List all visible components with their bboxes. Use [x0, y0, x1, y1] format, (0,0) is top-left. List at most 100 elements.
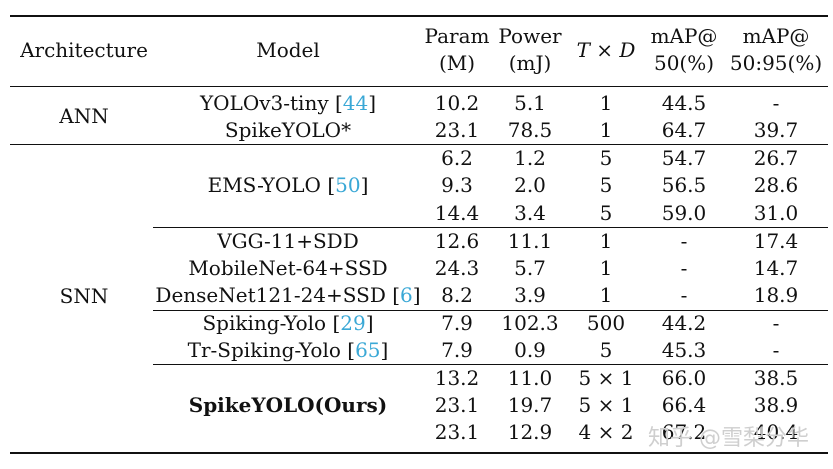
cell-param: 6.2 [441, 146, 473, 170]
header-model: Model [256, 38, 320, 62]
cell-power: 3.4 [514, 201, 546, 225]
cite-bracket: [ [334, 91, 343, 115]
cell-m50: 67.2 [661, 420, 707, 444]
cell-param: 23.1 [434, 118, 480, 142]
cite-bracket: [ [327, 173, 336, 197]
cell-m50: 45.3 [661, 338, 707, 362]
cell-m5095: - [772, 338, 780, 362]
model-cell: Spiking-Yolo [29] [202, 311, 373, 335]
header-param-2: (M) [438, 51, 476, 75]
cell-td: 5 [599, 173, 613, 197]
model-name: VGG-11+SDD [217, 229, 359, 253]
cell-td: 1 [599, 91, 613, 115]
cell-param: 13.2 [434, 366, 480, 390]
cell-m50: 56.5 [661, 173, 707, 197]
citation-link[interactable]: 29 [340, 311, 366, 335]
cell-power: 5.7 [514, 256, 546, 280]
cell-power: 102.3 [501, 311, 559, 335]
cell-param: 10.2 [434, 91, 480, 115]
citation-link[interactable]: 44 [342, 91, 369, 115]
cell-td: 4 × 2 [578, 420, 634, 444]
cell-td: 5 [599, 201, 613, 225]
model-name: DenseNet121-24+SSD [155, 283, 393, 307]
cite-bracket: [ [332, 311, 341, 335]
cell-param: 8.2 [441, 283, 473, 307]
model-cell: MobileNet-64+SSD [188, 256, 387, 280]
cell-param: 7.9 [441, 338, 473, 362]
cell-param: 14.4 [434, 201, 480, 225]
cell-power: 2.0 [514, 173, 546, 197]
cell-m50: - [680, 256, 688, 280]
snn-rule-3 [153, 364, 828, 365]
cell-m5095: 18.9 [753, 283, 799, 307]
cell-power: 11.0 [507, 366, 553, 390]
cell-td: 5 [599, 146, 613, 170]
cite-bracket: [ [347, 338, 356, 362]
model-cell: VGG-11+SDD [217, 229, 359, 253]
bottom-rule [10, 452, 828, 454]
cell-m50: 44.2 [661, 311, 707, 335]
cite-bracket: ] [365, 311, 374, 335]
cell-m50: 66.0 [661, 366, 707, 390]
model-name: Spiking-Yolo [202, 311, 333, 335]
model-name: Tr-Spiking-Yolo [187, 338, 348, 362]
watermark: 知乎 @雪梨分华 [648, 426, 809, 451]
header-map5095-2: 50:95(%) [729, 51, 823, 75]
cell-power: 11.1 [507, 229, 553, 253]
model-cell: SpikeYOLO(Ours) [189, 393, 387, 417]
cell-m50: 59.0 [661, 201, 707, 225]
header-map50-2: 50(%) [653, 51, 715, 75]
cite-bracket: ] [360, 173, 369, 197]
ann-snn-rule [10, 144, 828, 145]
cell-m50: - [680, 229, 688, 253]
model-cell: EMS-YOLO [50] [208, 173, 369, 197]
cell-param: 9.3 [441, 173, 473, 197]
cell-td: 5 × 1 [578, 366, 634, 390]
group-ann: ANN [59, 104, 109, 128]
citation-link[interactable]: 50 [335, 173, 361, 197]
cell-m50: - [680, 283, 688, 307]
model-name: SpikeYOLO* [224, 118, 352, 142]
header-map5095-1: mAP@ [742, 24, 810, 48]
cell-power: 0.9 [514, 338, 546, 362]
cell-power: 3.9 [514, 283, 546, 307]
header-power-1: Power [498, 24, 562, 48]
cell-m50: 44.5 [661, 91, 707, 115]
citation-link[interactable]: 6 [400, 283, 413, 307]
cell-param: 7.9 [441, 311, 473, 335]
model-cell: Tr-Spiking-Yolo [65] [188, 338, 389, 362]
header-power-2: (mJ) [508, 51, 552, 75]
cell-param: 23.1 [434, 393, 480, 417]
cell-m5095: 31.0 [753, 201, 799, 225]
model-name: MobileNet-64+SSD [188, 256, 388, 280]
cell-m5095: - [772, 311, 780, 335]
header-txd: T × D [576, 38, 636, 62]
cell-m5095: 38.9 [753, 393, 799, 417]
model-cell: DenseNet121-24+SSD [6] [155, 283, 420, 307]
header-rule [10, 86, 828, 87]
citation-link[interactable]: 65 [355, 338, 381, 362]
cell-td: 5 × 1 [578, 393, 634, 417]
cell-m5095: 38.5 [753, 366, 799, 390]
cell-m5095: 39.7 [753, 118, 799, 142]
cell-m5095: 26.7 [753, 146, 799, 170]
cell-m5095: 14.7 [753, 256, 799, 280]
cell-m5095: 28.6 [753, 173, 799, 197]
cell-td: 1 [599, 256, 613, 280]
cite-bracket: ] [368, 91, 377, 115]
model-name: SpikeYOLO(Ours) [188, 393, 388, 417]
cell-m5095: - [772, 91, 780, 115]
model-cell: SpikeYOLO* [225, 118, 351, 142]
model-cell: YOLOv3-tiny [44] [200, 91, 376, 115]
cell-m5095: 17.4 [753, 229, 799, 253]
cite-bracket: [ [392, 283, 401, 307]
cell-m5095: 40.4 [753, 420, 799, 444]
cell-power: 5.1 [514, 91, 546, 115]
cell-power: 78.5 [507, 118, 553, 142]
cell-param: 24.3 [434, 256, 480, 280]
cite-bracket: ] [380, 338, 389, 362]
group-snn: SNN [59, 284, 109, 308]
cell-power: 1.2 [514, 146, 546, 170]
cell-td: 1 [599, 283, 613, 307]
top-rule [10, 15, 828, 17]
